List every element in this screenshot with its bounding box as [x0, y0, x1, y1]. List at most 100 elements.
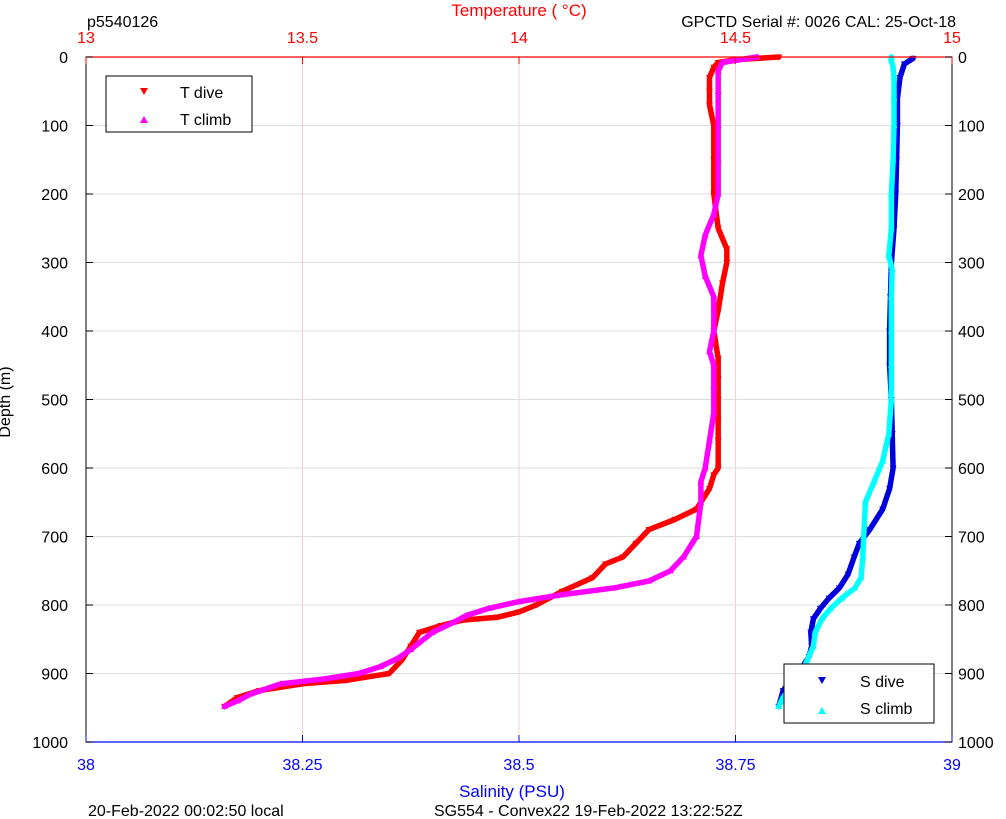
- series-s-climb-point: [818, 615, 826, 622]
- series-t-climb-point: [221, 702, 229, 709]
- series-t-dive-point: [645, 527, 653, 534]
- legend-s-climb-marker: [818, 707, 826, 714]
- series-t-climb-point: [667, 567, 675, 574]
- temperature-axis-label: Temperature ( °C): [451, 1, 586, 20]
- series-s-dive-point: [844, 571, 852, 578]
- series-t-climb-point: [701, 231, 709, 238]
- series-s-climb-point: [860, 533, 868, 539]
- depth-axis-label: Depth (m): [0, 366, 14, 437]
- series-t-climb-point: [714, 67, 722, 74]
- depth-tick-label-right: 1000: [958, 735, 994, 752]
- series-t-dive-point: [706, 102, 714, 109]
- series-t-climb-point: [485, 604, 493, 611]
- depth-tick-label-right: 800: [958, 598, 985, 615]
- series-s-climb-point: [879, 457, 887, 464]
- series-s-climb-point: [889, 63, 897, 70]
- salinity-axis-label: Salinity (PSU): [459, 782, 565, 801]
- series-t-dive-point: [342, 677, 350, 684]
- series-s-climb-point: [885, 252, 893, 259]
- series-s-climb-point: [803, 656, 811, 663]
- series-s-climb-point: [811, 628, 819, 635]
- series-t-climb-point: [320, 675, 328, 682]
- series-t-dive-point: [706, 486, 714, 493]
- mission-info: SG554 - Convex22 19-Feb-2022 13:22:52Z: [434, 803, 743, 819]
- series-s-dive-point: [850, 554, 858, 561]
- series-s-climb-point: [888, 265, 896, 272]
- axes: 0 0 100 100 200 200 300 300 400 400 500 500 600 600 70…: [32, 30, 993, 774]
- depth-tick-label-left: 700: [41, 530, 68, 547]
- series-t-climb-point: [710, 409, 718, 416]
- series-t-climb-point: [463, 611, 471, 618]
- series-t-dive-point: [714, 417, 722, 424]
- legend-s-dive-label: S dive: [860, 674, 905, 691]
- series-s-dive-point: [807, 629, 815, 636]
- series-s-climb-point: [890, 122, 898, 128]
- salinity-tick-label: 38.75: [715, 757, 755, 774]
- depth-tick-label-right: 900: [958, 667, 985, 684]
- depth-tick-label-left: 0: [59, 50, 68, 67]
- depth-tick-label-left: 600: [41, 461, 68, 478]
- series-t-climb-point: [693, 533, 701, 539]
- series-t-climb-point: [706, 437, 714, 444]
- series-s-climb-line: [776, 54, 897, 710]
- series-t-climb-point: [394, 654, 402, 661]
- series-t-dive-point: [385, 671, 393, 677]
- salinity-tick-label: 39: [943, 757, 961, 774]
- series-t-climb-point: [710, 361, 718, 368]
- series-s-climb-point: [857, 574, 865, 581]
- series-s-climb-point: [827, 604, 835, 611]
- depth-tick-label-right: 700: [958, 530, 985, 547]
- series-t-dive-point: [532, 602, 540, 609]
- series-s-dive-point: [896, 75, 904, 82]
- legend-t-dive-label: T dive: [180, 85, 223, 102]
- legend-t-dive-marker: [140, 88, 148, 95]
- series-s-dive-point: [825, 595, 833, 602]
- series-t-climb-point: [701, 464, 709, 471]
- series-t-climb-point: [645, 577, 653, 584]
- series-s-climb-point: [887, 396, 895, 402]
- series-t-dive-point: [714, 355, 722, 362]
- series-s-climb-point: [887, 361, 895, 368]
- legend-temperature-box: [105, 75, 253, 133]
- series-s-climb-point: [887, 293, 895, 300]
- series-t-dive-point: [714, 438, 722, 445]
- series-t-dive-point: [714, 465, 722, 472]
- series-t-climb-point: [515, 598, 523, 605]
- serial-info: GPCTD Serial #: 0026 CAL: 25-Oct-18: [681, 14, 956, 31]
- series-s-climb-point: [809, 642, 817, 649]
- depth-tick-label-right: 400: [958, 324, 985, 341]
- temperature-tick-label: 14: [510, 30, 528, 47]
- series-s-dive-point: [879, 506, 887, 513]
- temperature-tick-label: 13.5: [287, 30, 318, 47]
- series-t-dive-point: [714, 225, 722, 232]
- series-t-climb-point: [714, 87, 722, 94]
- series-t-climb-point: [697, 498, 705, 505]
- series-t-climb-point: [706, 348, 714, 355]
- series-t-climb-point: [247, 690, 255, 697]
- salinity-tick-label: 38.5: [503, 757, 534, 774]
- depth-tick-label-right: 300: [958, 256, 985, 273]
- series-s-climb-point: [889, 156, 897, 163]
- depth-tick-label-right: 200: [958, 187, 985, 204]
- series-t-climb-point: [714, 156, 722, 163]
- depth-tick-label-left: 200: [41, 187, 68, 204]
- series-s-dive-point: [900, 61, 908, 68]
- temperature-tick-label: 13: [77, 30, 95, 47]
- profile-id: p5540126: [87, 14, 158, 31]
- series-s-climb-point: [887, 327, 895, 334]
- grid: [86, 57, 952, 742]
- depth-tick-label-left: 100: [41, 119, 68, 136]
- series-t-dive-point: [706, 88, 714, 95]
- series-t-climb-point: [714, 122, 722, 128]
- legend-s-climb-label: S climb: [860, 701, 913, 718]
- salinity-tick-label: 38.25: [282, 757, 322, 774]
- series-t-climb-point: [697, 478, 705, 485]
- series-t-dive-point: [719, 280, 727, 287]
- series-t-climb-point: [355, 670, 363, 676]
- series-s-climb-point: [861, 498, 869, 505]
- depth-tick-label-left: 500: [41, 393, 68, 410]
- series-t-dive-point: [493, 614, 501, 621]
- series-s-climb-point: [887, 224, 895, 231]
- temperature-tick-label: 14.5: [720, 30, 751, 47]
- series-t-climb-point: [680, 553, 688, 560]
